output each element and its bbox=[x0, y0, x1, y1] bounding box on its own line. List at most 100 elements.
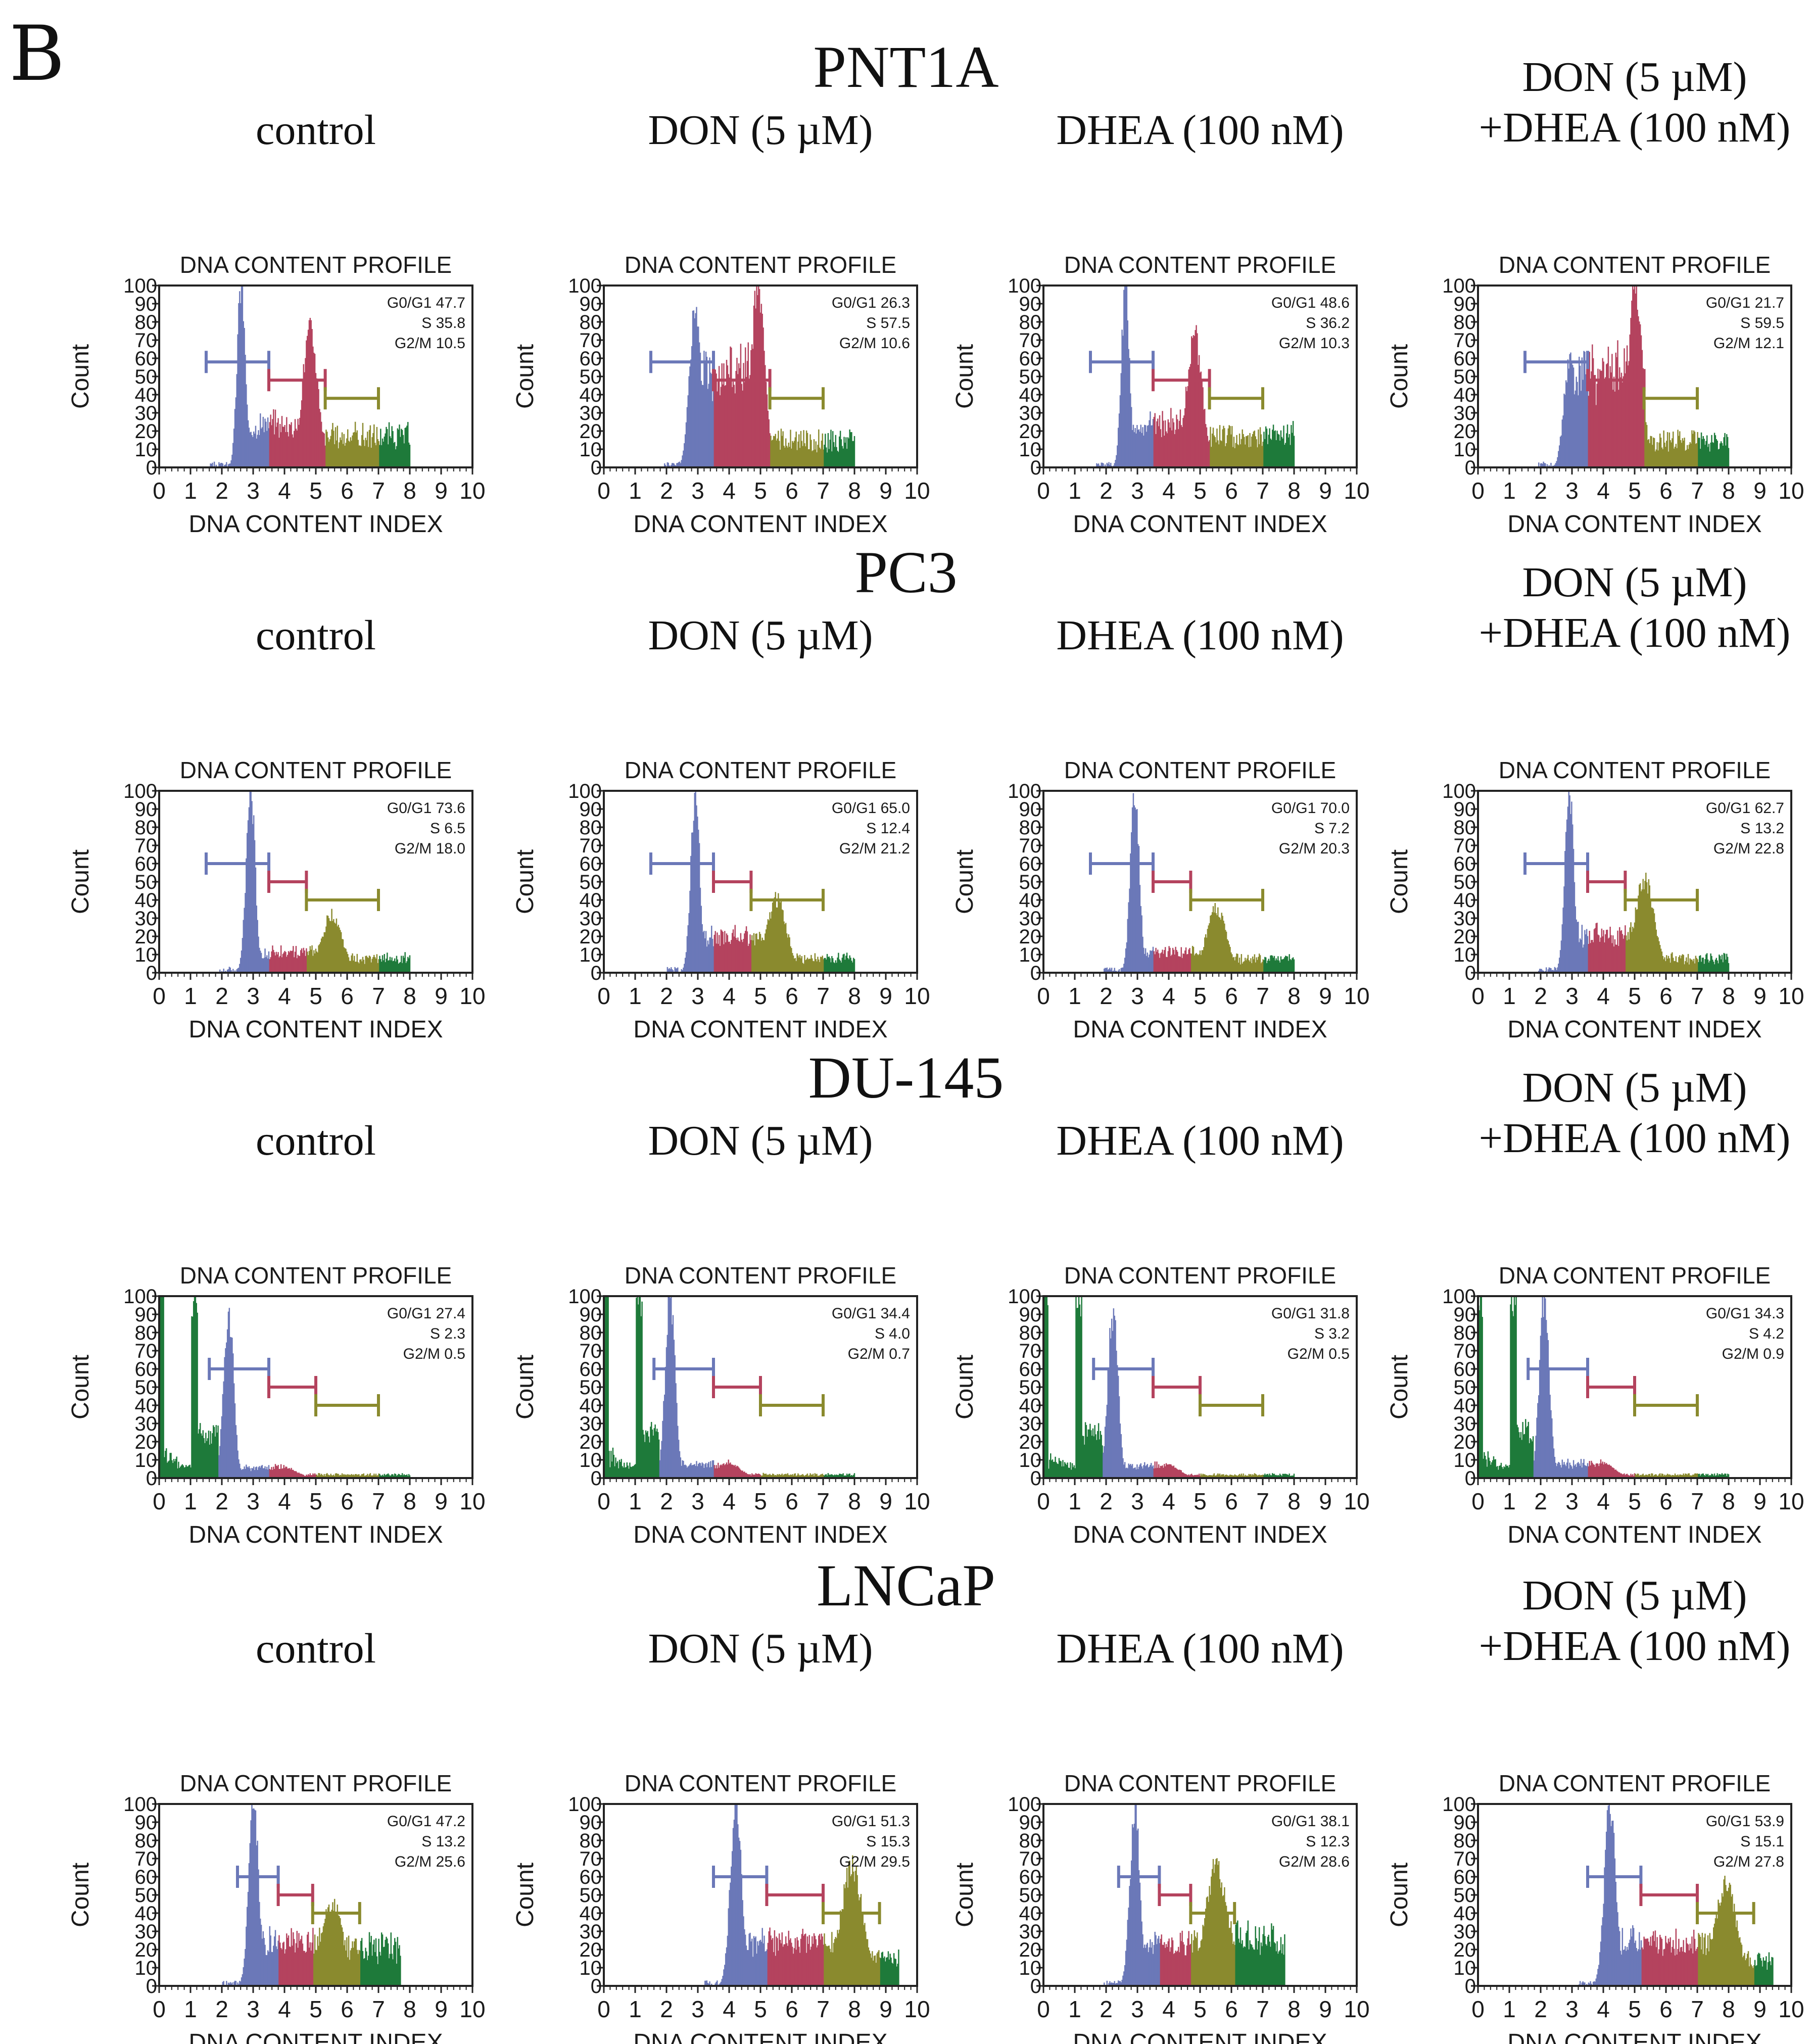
x-tick-label: 0 bbox=[1471, 478, 1485, 504]
x-axis-label: DNA CONTENT INDEX bbox=[633, 1522, 887, 1548]
gate-marker bbox=[713, 871, 751, 893]
gate-marker bbox=[1093, 1358, 1153, 1380]
x-tick-label: 7 bbox=[1691, 478, 1704, 504]
y-axis-label: Count bbox=[67, 344, 94, 409]
phase-stat: G2/M 0.5 bbox=[403, 1346, 465, 1362]
x-tick-label: 2 bbox=[1534, 478, 1547, 504]
x-tick-label: 5 bbox=[309, 478, 322, 504]
phase-stat: G0/G1 34.4 bbox=[832, 1305, 910, 1322]
x-tick-label: 0 bbox=[597, 478, 610, 504]
x-tick-label: 9 bbox=[1753, 478, 1767, 504]
x-tick-label: 1 bbox=[1068, 983, 1081, 1009]
x-tick-label: 0 bbox=[153, 478, 166, 504]
x-tick-label: 8 bbox=[848, 478, 861, 504]
x-tick-label: 0 bbox=[1037, 1488, 1050, 1514]
x-axis-label: DNA CONTENT INDEX bbox=[633, 2029, 887, 2044]
x-tick-label: 9 bbox=[1753, 983, 1767, 1009]
chart-title: DNA CONTENT PROFILE bbox=[1064, 252, 1336, 278]
phase-stat: S 2.3 bbox=[430, 1325, 465, 1342]
x-tick-label: 9 bbox=[435, 1488, 448, 1514]
x-tick-label: 7 bbox=[817, 983, 830, 1009]
phase-stat: G2/M 10.3 bbox=[1279, 335, 1350, 352]
x-tick-label: 1 bbox=[629, 1488, 642, 1514]
x-tick-label: 6 bbox=[341, 1996, 354, 2022]
x-tick-label: 6 bbox=[785, 983, 798, 1009]
x-tick-label: 1 bbox=[1068, 478, 1081, 504]
x-tick-label: 4 bbox=[723, 983, 736, 1009]
x-tick-label: 2 bbox=[1100, 478, 1113, 504]
gate-marker bbox=[1525, 351, 1588, 373]
x-tick-label: 4 bbox=[278, 1488, 291, 1514]
x-tick-label: 7 bbox=[372, 478, 385, 504]
histogram-bars bbox=[664, 286, 855, 467]
y-axis-label: Count bbox=[1386, 1355, 1413, 1419]
gate-marker bbox=[206, 852, 269, 875]
y-tick-label: 100 bbox=[1442, 780, 1476, 802]
chart-title: DNA CONTENT PROFILE bbox=[625, 1262, 896, 1289]
y-axis-label: Count bbox=[67, 1355, 94, 1419]
x-tick-label: 5 bbox=[754, 983, 767, 1009]
condition-label: DON (5 µM) bbox=[648, 1625, 873, 1672]
histogram-bar bbox=[400, 1956, 401, 1986]
x-tick-label: 6 bbox=[1225, 1488, 1238, 1514]
x-tick-label: 4 bbox=[1162, 1996, 1175, 2022]
x-tick-label: 8 bbox=[1288, 1996, 1301, 2022]
chart-title: DNA CONTENT PROFILE bbox=[1499, 757, 1771, 783]
x-tick-label: 1 bbox=[1068, 1996, 1081, 2022]
x-axis-label: DNA CONTENT INDEX bbox=[1073, 2029, 1327, 2044]
x-tick-label: 8 bbox=[1722, 983, 1735, 1009]
histogram-bars bbox=[1538, 286, 1729, 467]
gate-marker bbox=[651, 852, 713, 875]
gate-marker bbox=[306, 889, 378, 911]
histogram-bar bbox=[1728, 963, 1729, 973]
gate-marker bbox=[1644, 387, 1697, 409]
histogram-panel: DON (5 µM)+DHEA (100 nM)DNA CONTENT PROF… bbox=[1354, 586, 1799, 1031]
phase-stat: S 57.5 bbox=[866, 315, 910, 331]
x-tick-label: 4 bbox=[278, 983, 291, 1009]
chart-title: DNA CONTENT PROFILE bbox=[1499, 1262, 1771, 1289]
gate-marker bbox=[316, 1394, 378, 1416]
x-tick-label: 0 bbox=[597, 983, 610, 1009]
condition-label: DHEA (100 nM) bbox=[1056, 612, 1344, 659]
x-tick-label: 7 bbox=[817, 1996, 830, 2022]
condition-label: control bbox=[256, 1625, 376, 1672]
phase-stat: G0/G1 65.0 bbox=[832, 800, 910, 817]
histogram-panel: DON (5 µM)+DHEA (100 nM)DNA CONTENT PROF… bbox=[1354, 81, 1799, 526]
x-tick-label: 5 bbox=[754, 1488, 767, 1514]
x-tick-label: 9 bbox=[1319, 983, 1332, 1009]
x-axis-label: DNA CONTENT INDEX bbox=[1073, 1522, 1327, 1548]
condition-label: DHEA (100 nM) bbox=[1056, 107, 1344, 154]
x-tick-label: 7 bbox=[1256, 1996, 1269, 2022]
x-tick-label: 7 bbox=[817, 1488, 830, 1514]
x-tick-label: 6 bbox=[785, 1996, 798, 2022]
chart-title: DNA CONTENT PROFILE bbox=[1499, 1770, 1771, 1796]
gate-marker bbox=[1190, 889, 1263, 911]
chart-title: DNA CONTENT PROFILE bbox=[625, 757, 896, 783]
x-axis-label: DNA CONTENT INDEX bbox=[1073, 511, 1327, 538]
x-tick-label: 7 bbox=[372, 1996, 385, 2022]
histogram-bar bbox=[607, 1296, 608, 1478]
phase-stat: G0/G1 21.7 bbox=[1706, 295, 1784, 311]
plot-frame bbox=[159, 791, 472, 973]
histogram-bars bbox=[1104, 793, 1295, 973]
x-tick-label: 6 bbox=[1225, 1996, 1238, 2022]
gate-marker bbox=[713, 1376, 760, 1398]
x-tick-label: 3 bbox=[1565, 983, 1579, 1009]
phase-stat: G2/M 20.3 bbox=[1279, 840, 1350, 857]
condition-label: DON (5 µM) bbox=[648, 1117, 873, 1164]
y-axis-label: Count bbox=[951, 1355, 978, 1419]
phase-stat: G2/M 25.6 bbox=[395, 1853, 465, 1870]
x-tick-label: 0 bbox=[1037, 983, 1050, 1009]
x-axis-label: DNA CONTENT INDEX bbox=[188, 1522, 443, 1548]
x-tick-label: 0 bbox=[597, 1996, 610, 2022]
y-tick-label: 100 bbox=[1008, 1793, 1041, 1816]
x-tick-label: 1 bbox=[184, 478, 197, 504]
x-tick-label: 6 bbox=[341, 1488, 354, 1514]
chart-title: DNA CONTENT PROFILE bbox=[1064, 757, 1336, 783]
